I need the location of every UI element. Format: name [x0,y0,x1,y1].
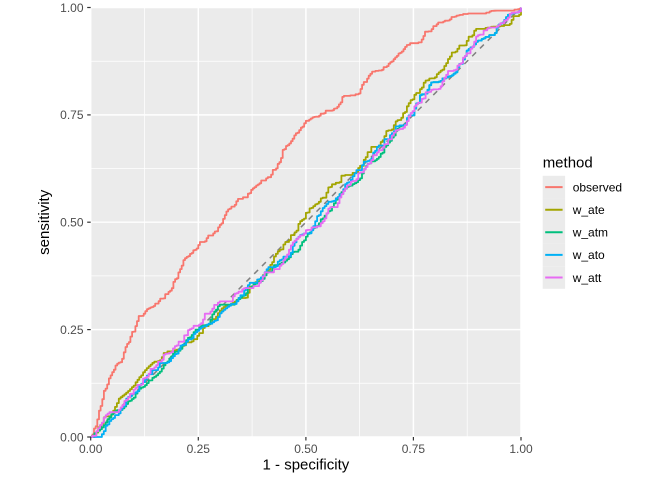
svg-text:method: method [543,154,593,171]
svg-text:w_ate: w_ate [572,203,605,217]
svg-text:0.75: 0.75 [402,442,426,456]
svg-text:0.25: 0.25 [60,323,84,337]
svg-text:sensitivity: sensitivity [36,189,53,255]
svg-text:0.50: 0.50 [294,442,318,456]
svg-text:w_atm: w_atm [572,226,608,240]
svg-text:w_att: w_att [572,271,602,285]
svg-text:0.75: 0.75 [60,108,84,122]
svg-text:0.00: 0.00 [60,430,84,444]
svg-text:w_ato: w_ato [572,248,605,262]
svg-text:0.50: 0.50 [60,216,84,230]
svg-text:0.00: 0.00 [79,442,103,456]
svg-text:0.25: 0.25 [187,442,211,456]
svg-text:1.00: 1.00 [509,442,533,456]
svg-text:1 - specificity: 1 - specificity [263,457,350,474]
svg-text:1.00: 1.00 [60,1,84,15]
svg-text:observed: observed [573,180,622,194]
